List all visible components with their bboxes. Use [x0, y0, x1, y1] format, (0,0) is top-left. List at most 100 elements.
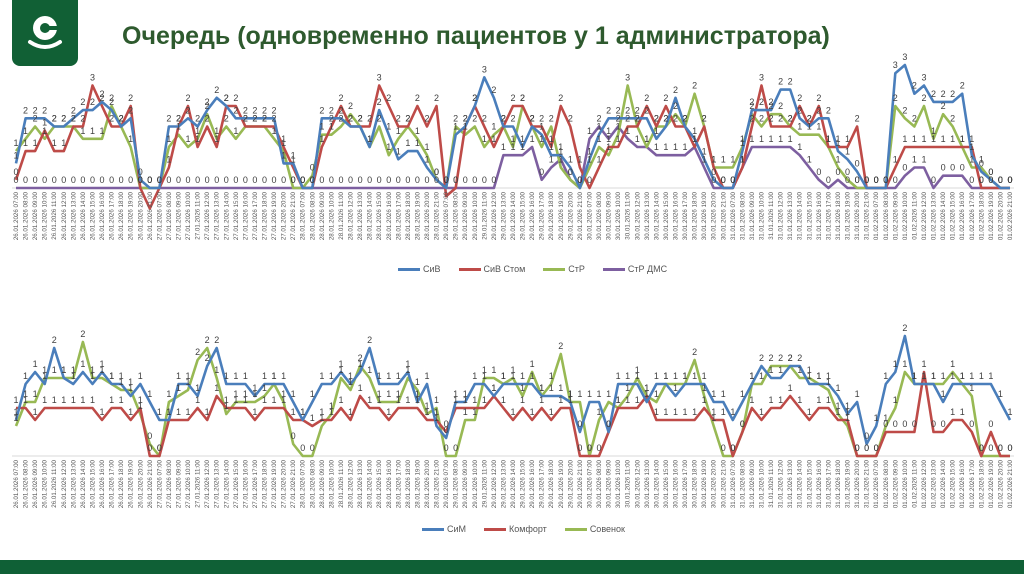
data-label: 0 [855, 175, 860, 185]
x-tick-label: 29.01.2026 13:00 [500, 459, 507, 508]
data-label: 0 [606, 419, 611, 429]
data-label: 1 [960, 134, 965, 144]
data-label: 2 [396, 114, 401, 124]
data-label: 2 [807, 114, 812, 124]
data-label: 1 [434, 395, 439, 405]
x-tick-label: 29.01.2026 20:00 [567, 191, 574, 240]
x-tick-label: 29.01.2026 09:00 [462, 459, 469, 508]
data-label: 0 [998, 175, 1003, 185]
data-label: 1 [539, 134, 544, 144]
data-label: 1 [482, 134, 487, 144]
x-tick-label: 26.01.2026 19:00 [128, 459, 135, 508]
data-label: 0 [224, 175, 229, 185]
data-label: 0 [482, 175, 487, 185]
x-tick-label: 01.02.2026 20:00 [997, 459, 1004, 508]
data-label: 1 [816, 122, 821, 132]
data-label: 3 [921, 73, 926, 83]
x-tick-label: 30.01.2026 11:00 [625, 191, 632, 239]
data-label: 1 [510, 371, 515, 381]
data-label: 1 [921, 371, 926, 381]
x-tick-label: 29.01.2026 19:00 [558, 191, 565, 240]
data-label: 0 [300, 443, 305, 453]
data-label: 2 [530, 114, 535, 124]
data-label: 1 [262, 371, 267, 381]
data-label: 1 [186, 407, 191, 417]
data-label: 1 [568, 389, 573, 399]
data-label: 1 [510, 407, 515, 417]
data-label: 1 [931, 126, 936, 136]
data-label: 1 [80, 395, 85, 405]
x-tick-label: 26.01.2026 15:00 [89, 191, 96, 240]
x-tick-label: 26.01.2026 20:00 [137, 191, 144, 240]
data-label: 1 [434, 407, 439, 417]
x-tick-label: 01.02.2026 15:00 [950, 191, 957, 240]
x-tick-label: 26.01.2026 11:00 [51, 459, 58, 507]
x-tick-label: 31.01.2026 13:00 [787, 191, 794, 240]
data-label: 1 [33, 359, 38, 369]
data-label: 1 [109, 395, 114, 405]
x-tick-label: 29.01.2026 10:00 [472, 191, 479, 240]
data-label: 1 [13, 395, 18, 405]
data-label: 0 [138, 175, 143, 185]
data-label: 2 [186, 93, 191, 103]
x-tick-label: 28.01.2026 11:00 [338, 191, 345, 239]
data-label: 2 [788, 353, 793, 363]
data-label: 1 [377, 395, 382, 405]
data-label: 0 [883, 419, 888, 429]
data-label: 0 [291, 431, 296, 441]
data-label: 2 [702, 114, 707, 124]
data-label: 1 [702, 146, 707, 156]
data-label: 0 [730, 175, 735, 185]
data-label: 1 [950, 134, 955, 144]
data-label: 1 [816, 371, 821, 381]
x-tick-label: 29.01.2026 10:00 [472, 459, 479, 508]
x-tick-label: 27.01.2026 09:00 [175, 191, 182, 240]
data-label: 0 [138, 175, 143, 185]
data-label: 1 [654, 389, 659, 399]
data-label: 2 [826, 105, 831, 115]
x-tick-label: 27.01.2026 10:00 [185, 191, 192, 240]
x-tick-label: 28.01.2026 11:00 [338, 459, 345, 507]
x-tick-label: 26.01.2026 18:00 [118, 191, 125, 240]
data-label: 1 [912, 371, 917, 381]
data-label: 2 [644, 93, 649, 103]
data-label: 2 [205, 353, 210, 363]
data-label: 1 [749, 371, 754, 381]
data-label: 1 [950, 371, 955, 381]
data-label: 2 [205, 335, 210, 345]
data-label: 1 [367, 134, 372, 144]
data-label: 1 [377, 389, 382, 399]
x-tick-label: 29.01.2026 08:00 [453, 459, 460, 508]
data-label: 1 [845, 413, 850, 423]
data-label: 0 [606, 419, 611, 429]
data-label: 1 [224, 401, 229, 411]
x-tick-label: 29.01.2026 18:00 [548, 459, 555, 508]
data-label: 0 [902, 419, 907, 429]
series-line [14, 63, 1010, 190]
data-label: 3 [893, 60, 898, 70]
data-label: 1 [950, 359, 955, 369]
data-label: 2 [338, 105, 343, 115]
data-label: 2 [128, 105, 133, 115]
data-label: 1 [61, 365, 66, 375]
data-label: 0 [855, 443, 860, 453]
data-label: 1 [233, 126, 238, 136]
data-label: 1 [233, 371, 238, 381]
data-label: 1 [969, 142, 974, 152]
data-label: 1 [319, 413, 324, 423]
data-label: 1 [797, 122, 802, 132]
data-label: 1 [195, 395, 200, 405]
data-label: 1 [960, 134, 965, 144]
x-tick-label: 31.01.2026 10:00 [759, 191, 766, 240]
data-label: 0 [262, 175, 267, 185]
data-label: 1 [405, 359, 410, 369]
data-label: 0 [157, 175, 162, 185]
data-label: 1 [960, 407, 965, 417]
data-label: 1 [61, 365, 66, 375]
data-label: 1 [214, 134, 219, 144]
data-label: 2 [358, 114, 363, 124]
data-label: 1 [979, 371, 984, 381]
data-label: 2 [100, 89, 105, 99]
data-label: 2 [205, 101, 210, 111]
x-tick-label: 01.02.2026 10:00 [902, 459, 909, 508]
